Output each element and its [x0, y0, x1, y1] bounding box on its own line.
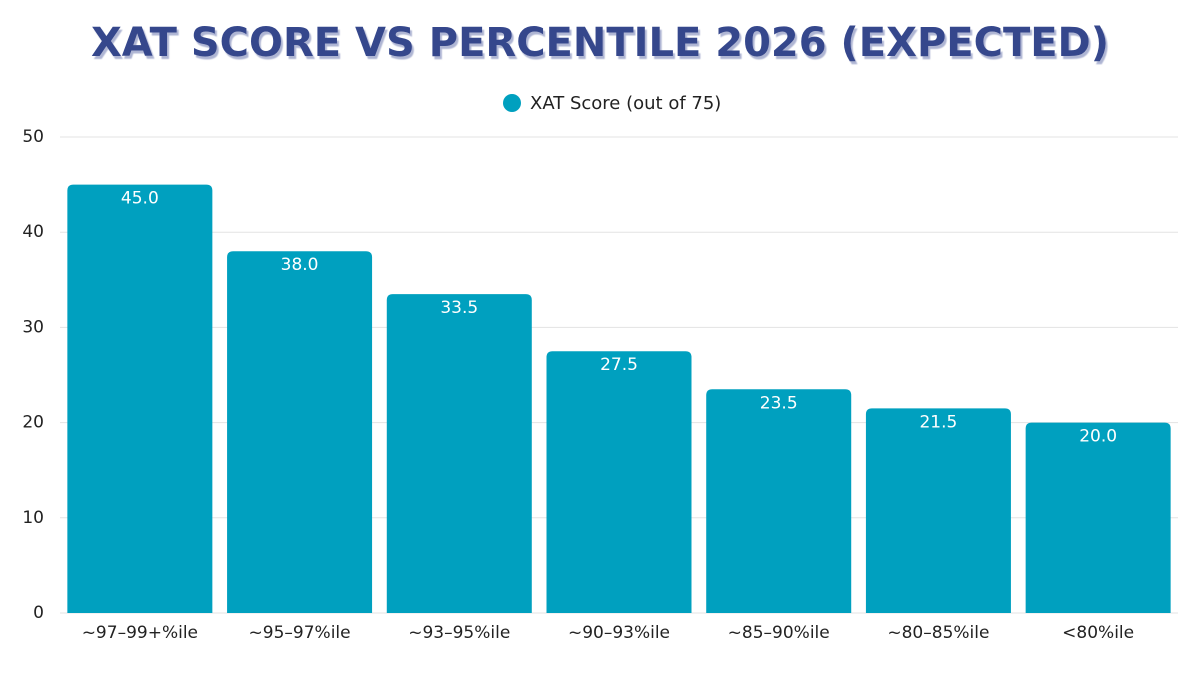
- value-label: 20.0: [1079, 427, 1117, 447]
- bar: [1025, 422, 1171, 613]
- x-tick-label: ~80–85%ile: [887, 623, 989, 643]
- y-tick-label: 50: [22, 127, 44, 147]
- bar: [227, 251, 373, 614]
- bar: [67, 184, 213, 613]
- x-tick-label: ~97–99+%ile: [82, 623, 198, 643]
- y-tick-label: 20: [22, 413, 44, 433]
- bar: [865, 408, 1011, 613]
- value-label: 27.5: [600, 355, 638, 375]
- legend-marker: [503, 94, 521, 112]
- bar: [706, 389, 852, 613]
- value-label: 38.0: [281, 255, 319, 275]
- value-label: 23.5: [760, 393, 798, 413]
- y-tick-label: 40: [22, 222, 44, 242]
- legend-label: XAT Score (out of 75): [530, 93, 721, 114]
- x-tick-label: ~93–95%ile: [408, 623, 510, 643]
- y-tick-label: 10: [22, 508, 44, 528]
- bar: [546, 351, 692, 613]
- value-label: 45.0: [121, 189, 159, 209]
- x-tick-label: <80%ile: [1062, 623, 1134, 643]
- chart-title: XAT SCORE VS PERCENTILE 2026 (EXPECTED): [91, 20, 1109, 66]
- y-tick-label: 0: [33, 603, 44, 623]
- value-label: 21.5: [919, 412, 957, 432]
- x-tick-label: ~85–90%ile: [728, 623, 830, 643]
- bar: [386, 294, 532, 613]
- y-tick-label: 30: [22, 317, 44, 337]
- x-tick-label: ~95–97%ile: [249, 623, 351, 643]
- value-label: 33.5: [440, 298, 478, 318]
- x-tick-label: ~90–93%ile: [568, 623, 670, 643]
